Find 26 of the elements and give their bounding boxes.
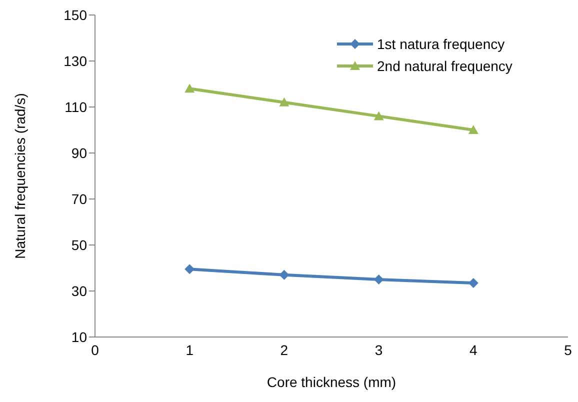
- x-tick-label: 5: [564, 342, 572, 358]
- point: [279, 270, 290, 280]
- x-tick-label: 3: [374, 342, 383, 358]
- point: [184, 84, 195, 93]
- point: [468, 278, 478, 288]
- point: [279, 97, 290, 106]
- y-tick-label: 70: [71, 190, 88, 207]
- x-tick-label: 2: [280, 342, 288, 358]
- y-tick-label: 130: [64, 52, 88, 69]
- y-tick-label: 30: [71, 282, 88, 299]
- point: [468, 125, 478, 134]
- point: [374, 274, 384, 284]
- y-axis-title: Natural frequencies (rad/s): [12, 93, 28, 259]
- y-tick-label: 10: [71, 328, 88, 345]
- point: [184, 264, 195, 274]
- y-tick-label: 90: [71, 144, 88, 161]
- x-tick-label: 4: [470, 342, 478, 358]
- legend-label: 2nd natural frequency: [377, 58, 512, 74]
- y-tick-label: 150: [64, 6, 88, 23]
- y-tick-label: 50: [71, 236, 88, 253]
- legend-label: 1st natura frequency: [377, 36, 505, 52]
- x-tick-label: 1: [186, 342, 194, 358]
- y-tick-label: 110: [64, 98, 88, 115]
- x-axis-title: Core thickness (mm): [266, 374, 396, 390]
- x-tick-label: 0: [91, 342, 100, 358]
- point: [374, 111, 384, 120]
